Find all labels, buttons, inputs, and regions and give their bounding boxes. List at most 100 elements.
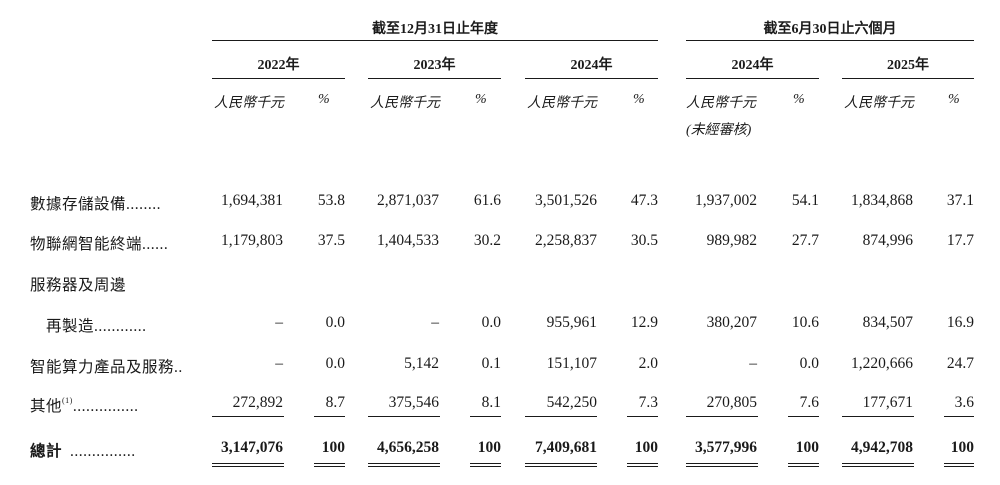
percent-cell: 0.0: [799, 355, 819, 372]
amount-cell: 5,142: [404, 355, 439, 372]
subtotal-rule: [842, 416, 914, 417]
unit-amount: 人民幣千元: [686, 96, 756, 111]
amount-cell: 177,671: [862, 394, 913, 411]
row-label-servers-remanufacturing: 再製造............: [46, 318, 147, 335]
amount-cell: 834,507: [862, 314, 913, 331]
year-header-rule: [368, 78, 501, 79]
percent-cell: 16.9: [946, 314, 974, 331]
amount-cell: –: [431, 314, 439, 331]
year-header-rule: [686, 78, 819, 79]
percent-cell: 7.6: [799, 394, 819, 411]
amount-cell: 1,404,533: [377, 232, 439, 249]
total-percent-cell: 100: [795, 439, 819, 456]
year-header-2024-h1: 2024年: [731, 58, 774, 73]
percent-cell: 17.7: [946, 232, 974, 249]
year-header-2024: 2024年: [570, 58, 613, 73]
amount-cell: –: [275, 314, 283, 331]
year-header-2025-h1: 2025年: [887, 58, 929, 73]
percent-cell: 0.1: [481, 355, 501, 372]
total-double-rule: [470, 463, 501, 467]
amount-cell: 380,207: [706, 314, 757, 331]
amount-cell: 3,501,526: [535, 192, 597, 209]
percent-cell: 61.6: [473, 192, 501, 209]
percent-cell: 47.3: [630, 192, 658, 209]
amount-cell: 2,871,037: [377, 192, 439, 209]
total-percent-cell: 100: [321, 439, 345, 456]
unit-pct: %: [318, 92, 330, 107]
year-header-rule: [525, 78, 658, 79]
total-double-rule: [314, 463, 345, 467]
percent-cell: 10.6: [791, 314, 819, 331]
group-header-rule: [212, 40, 658, 41]
total-amount-cell: 3,577,996: [695, 439, 757, 456]
total-percent-cell: 100: [950, 439, 974, 456]
row-label-servers: 服務器及周邊: [30, 277, 127, 294]
unit-amount: 人民幣千元: [214, 96, 284, 111]
group-header-six-months: 截至6月30日止六個月: [763, 22, 897, 37]
total-amount-cell: 7,409,681: [535, 439, 597, 456]
total-amount-cell: 3,147,076: [221, 439, 283, 456]
total-double-rule: [627, 463, 658, 467]
row-label-iot-terminals: 物聯網智能終端......: [30, 236, 169, 253]
percent-cell: 0.0: [481, 314, 501, 331]
subtotal-rule: [470, 416, 501, 417]
subtotal-rule: [788, 416, 819, 417]
row-label-total: 總計...............: [30, 443, 136, 460]
amount-cell: 989,982: [706, 232, 757, 249]
unit-amount: 人民幣千元: [370, 96, 440, 111]
amount-cell: 151,107: [546, 355, 597, 372]
subtotal-rule: [212, 416, 284, 417]
year-header-rule: [212, 78, 345, 79]
percent-cell: 27.7: [791, 232, 819, 249]
row-label-others: 其他(1)...............: [30, 396, 139, 415]
total-percent-cell: 100: [477, 439, 501, 456]
percent-cell: 54.1: [791, 192, 819, 209]
unaudited-note: (未經審核): [686, 123, 752, 138]
total-double-rule: [944, 463, 974, 467]
group-header-rule: [686, 40, 974, 41]
unit-amount: 人民幣千元: [844, 96, 914, 111]
percent-cell: 0.0: [325, 355, 345, 372]
row-label-data-storage: 數據存儲設備........: [30, 196, 162, 213]
total-double-rule: [368, 463, 440, 467]
amount-cell: 2,258,837: [535, 232, 597, 249]
subtotal-rule: [627, 416, 658, 417]
unit-pct: %: [633, 92, 645, 107]
unit-pct: %: [793, 92, 805, 107]
percent-cell: 0.0: [325, 314, 345, 331]
amount-cell: 542,250: [546, 394, 597, 411]
amount-cell: 1,179,803: [221, 232, 283, 249]
percent-cell: 30.2: [473, 232, 501, 249]
amount-cell: 1,937,002: [695, 192, 757, 209]
percent-cell: 7.3: [638, 394, 658, 411]
total-amount-cell: 4,656,258: [377, 439, 439, 456]
amount-cell: –: [275, 355, 283, 372]
year-header-rule: [842, 78, 974, 79]
total-double-rule: [842, 463, 914, 467]
group-header-fiscal-year: 截至12月31日止年度: [372, 22, 498, 37]
percent-cell: 37.5: [317, 232, 345, 249]
subtotal-rule: [686, 416, 758, 417]
amount-cell: 375,546: [388, 394, 439, 411]
subtotal-rule: [314, 416, 345, 417]
percent-cell: 53.8: [317, 192, 345, 209]
percent-cell: 24.7: [946, 355, 974, 372]
percent-cell: 8.7: [325, 394, 345, 411]
amount-cell: 1,220,666: [851, 355, 913, 372]
amount-cell: 272,892: [232, 394, 283, 411]
total-double-rule: [212, 463, 284, 467]
percent-cell: 12.9: [630, 314, 658, 331]
subtotal-rule: [525, 416, 597, 417]
percent-cell: 30.5: [630, 232, 658, 249]
unit-pct: %: [475, 92, 487, 107]
total-double-rule: [525, 463, 597, 467]
percent-cell: 2.0: [638, 355, 658, 372]
year-header-2022: 2022年: [257, 58, 300, 73]
amount-cell: 1,694,381: [221, 192, 283, 209]
subtotal-rule: [944, 416, 974, 417]
amount-cell: 1,834,868: [851, 192, 913, 209]
subtotal-rule: [368, 416, 440, 417]
percent-cell: 3.6: [954, 394, 974, 411]
total-double-rule: [686, 463, 758, 467]
amount-cell: 955,961: [546, 314, 597, 331]
